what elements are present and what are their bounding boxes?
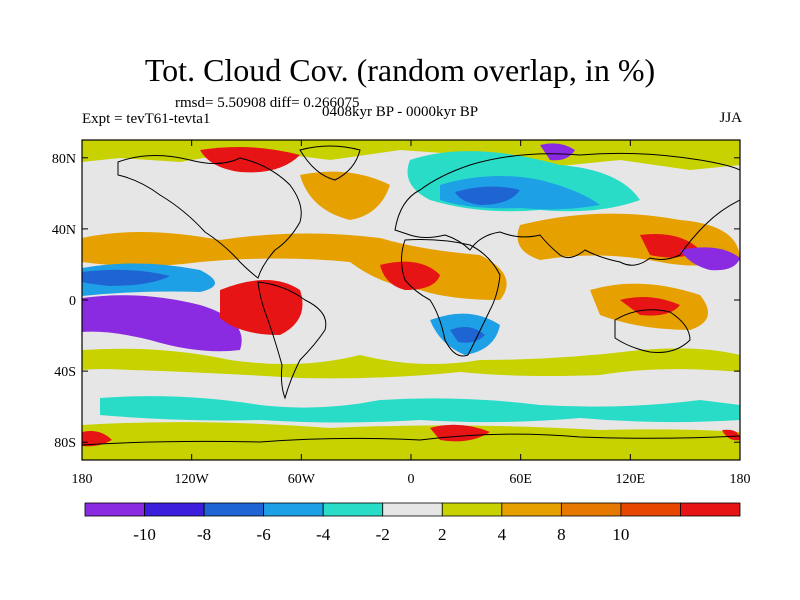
greenland-coast — [299, 145, 361, 181]
colorbar: -10 -8 -6 -4 -2 2 4 8 10 — [84, 502, 741, 544]
anomaly-patch — [300, 171, 390, 220]
colorbar-swatch — [263, 502, 324, 517]
anomaly-patch — [680, 247, 740, 271]
y-tick-label: 40S — [54, 365, 76, 380]
colorbar-label: -8 — [197, 525, 211, 544]
colorbar-swatch — [144, 502, 205, 517]
map-plot: 180 120W 60W 0 60E 120E 180 80N 40N 0 40S 80S — [52, 139, 751, 487]
colorbar-label: -6 — [257, 525, 271, 544]
period-label: 0408kyr BP - 0000kyr BP — [322, 104, 479, 120]
colorbar-swatch — [84, 502, 145, 517]
australia-coast — [614, 309, 691, 353]
y-tick-label: 80N — [52, 152, 76, 167]
colorbar-label: 8 — [557, 525, 566, 544]
y-tick-label: 0 — [69, 294, 76, 309]
anomaly-patch — [455, 186, 520, 205]
x-tick-label: 180 — [72, 472, 93, 487]
coastlines — [82, 145, 740, 446]
colorbar-swatch — [560, 502, 622, 517]
colorbar-swatch — [501, 502, 562, 517]
anomaly-patch — [380, 261, 440, 290]
anomaly-patch — [200, 146, 300, 173]
x-tick-label: 180 — [730, 472, 751, 487]
season-label: JJA — [719, 110, 742, 126]
anomaly-patch — [722, 429, 740, 441]
x-tick-label: 60W — [288, 472, 316, 487]
anomaly-patch — [82, 269, 170, 286]
colorbar-label: -4 — [316, 525, 331, 544]
y-tick-label: 40N — [52, 223, 76, 238]
anomaly-patch — [100, 396, 740, 423]
experiment-label: Expt = tevT61-tevta1 — [82, 111, 211, 127]
colorbar-swatch — [382, 502, 443, 517]
x-tick-label: 120W — [175, 472, 210, 487]
x-axis: 180 120W 60W 0 60E 120E 180 — [72, 140, 751, 487]
anomaly-patch — [82, 431, 112, 447]
x-tick-label: 120E — [616, 472, 646, 487]
anomaly-patch — [540, 143, 575, 161]
antarctica-coast — [82, 433, 740, 446]
map-title: Tot. Cloud Cov. (random overlap, in %) — [144, 52, 656, 88]
colorbar-swatch — [680, 502, 741, 517]
africa-coast — [401, 239, 501, 357]
south-america-coast — [257, 281, 327, 400]
anomaly-patch — [220, 280, 303, 335]
colorbar-swatch — [620, 502, 681, 517]
colorbar-label: 4 — [498, 525, 507, 544]
anomaly-patch — [82, 295, 242, 352]
colorbar-label: -2 — [376, 525, 390, 544]
colorbar-label: 10 — [612, 525, 629, 544]
stats-line: rmsd= 5.50908 diff= 0.266075 — [175, 95, 360, 111]
y-tick-label: 80S — [54, 436, 76, 451]
colorbar-label: 2 — [438, 525, 447, 544]
anomaly-patch — [82, 348, 740, 379]
colorbar-swatch — [203, 502, 265, 517]
anomaly-patch — [82, 422, 740, 460]
colorbar-swatch — [441, 502, 503, 517]
x-tick-label: 0 — [408, 472, 415, 487]
colorbar-swatch — [322, 502, 384, 517]
eurasia-coast — [394, 152, 740, 266]
north-america-coast — [117, 154, 302, 279]
colorbar-label: -10 — [133, 525, 156, 544]
x-tick-label: 60E — [509, 472, 532, 487]
anomaly-field — [82, 140, 740, 460]
y-axis: 80N 40N 0 40S 80S — [52, 152, 740, 451]
